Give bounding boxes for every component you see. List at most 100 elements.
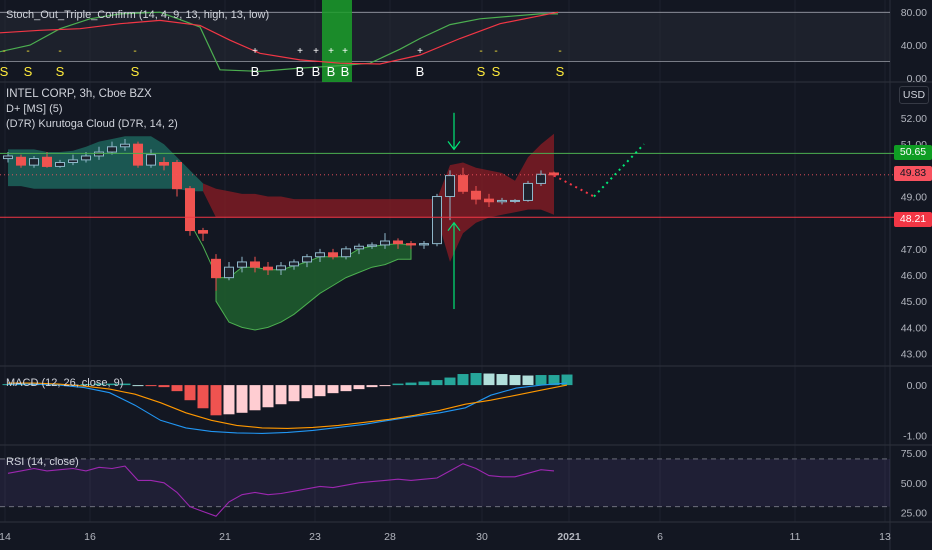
candle-body: [146, 154, 156, 166]
price-axis-tick: 44.00: [901, 322, 927, 334]
candles: [3, 138, 559, 291]
macd-axis-tick: -1.00: [903, 430, 927, 442]
candle-body: [393, 240, 403, 245]
candle-body: [172, 162, 182, 190]
price-axis-tick: 49.00: [901, 192, 927, 204]
candle-body: [367, 244, 377, 247]
macd-histogram-bar: [184, 385, 196, 401]
macd-line: [8, 382, 568, 434]
macd-histogram-bar: [93, 383, 105, 386]
macd-histogram-bar: [327, 385, 339, 394]
stoch-signal-mark: +: [252, 46, 258, 57]
candle-body: [263, 266, 273, 271]
time-axis-tick: 30: [476, 531, 488, 543]
currency-button[interactable]: USD: [899, 86, 929, 104]
stoch-series-line: [0, 11, 559, 65]
stoch-signal-label: S: [131, 64, 140, 79]
macd-histogram-bar: [470, 373, 482, 386]
macd-histogram-bar: [275, 385, 287, 405]
candle-body: [250, 261, 260, 268]
lower-line-tag: 48.21: [894, 212, 932, 227]
macd-histogram-bar: [340, 385, 352, 392]
macd-histogram-bar: [431, 380, 443, 386]
macd-histogram-bar: [119, 383, 131, 386]
candle-body: [497, 199, 507, 203]
candle-body: [198, 230, 208, 234]
candle-body: [94, 151, 104, 157]
candle-body: [185, 188, 195, 232]
macd-histogram-bar: [106, 383, 118, 386]
projection-down: [553, 174, 595, 198]
cloud-red-segment: [437, 133, 554, 262]
time-axis-tick: 13: [879, 531, 891, 543]
cloud-red-segment: [203, 183, 437, 218]
stoch-signal-label: B: [251, 64, 260, 79]
macd-histogram-bar: [444, 377, 456, 386]
candle-body: [29, 158, 39, 166]
macd-histogram-bar: [379, 385, 391, 387]
upper-line-tag: 50.65: [894, 145, 932, 160]
candle-body: [510, 199, 520, 202]
stoch-signal-mark: -: [479, 46, 482, 57]
stoch-signal-mark: -: [558, 46, 561, 57]
macd-histogram-bar: [80, 384, 92, 386]
candle-body: [458, 175, 468, 192]
price-overlays: [0, 112, 932, 310]
candle-body: [341, 248, 351, 258]
macd-histogram-bar: [405, 382, 417, 386]
time-axis-tick: 16: [84, 531, 96, 543]
candle-body: [302, 256, 312, 263]
rsi-axis-tick: 75.00: [901, 448, 927, 460]
candle-body: [16, 156, 26, 166]
macd-panel: [2, 373, 573, 434]
time-axis-tick: 28: [384, 531, 396, 543]
candle-body: [354, 245, 364, 250]
rsi-axis-tick: 25.00: [901, 508, 927, 520]
time-axis-tick: 11: [790, 531, 801, 543]
macd-histogram-bar: [171, 385, 183, 392]
candle-body: [107, 146, 117, 153]
macd-histogram-bar: [483, 373, 495, 386]
candle-body: [432, 196, 442, 245]
macd-histogram-bar: [548, 375, 560, 386]
macd-histogram-bar: [301, 385, 313, 399]
price-axis-tick: 52.00: [901, 113, 927, 125]
macd-histogram-bar: [496, 374, 508, 386]
macd-histogram-bar: [366, 385, 378, 388]
stoch-signal-mark: -: [26, 46, 29, 57]
macd-histogram-bar: [262, 385, 274, 408]
macd-axis-tick: 0.00: [907, 380, 928, 392]
cloud-teal-segment: [8, 136, 203, 192]
candle-body: [315, 252, 325, 258]
time-axis-tick: 6: [657, 531, 663, 543]
stoch-signal-mark: -: [494, 46, 497, 57]
time-axis-tick: 23: [309, 531, 321, 543]
candle-body: [120, 143, 130, 148]
stoch-signal-label: S: [56, 64, 65, 79]
macd-histogram-bar: [314, 385, 326, 397]
macd-histogram-bar: [236, 385, 248, 413]
macd-histogram-bar: [457, 374, 469, 386]
macd-histogram-bar: [158, 385, 170, 388]
candle-body: [3, 155, 13, 160]
macd-histogram-bar: [353, 385, 365, 390]
last-price-tag: 49.83: [894, 166, 932, 181]
stoch-signal-mark: +: [328, 46, 334, 57]
stoch-signal-label: S: [477, 64, 486, 79]
stoch-signal-mark: -: [2, 46, 5, 57]
stoch-signal-label: B: [416, 64, 425, 79]
candle-body: [68, 159, 78, 164]
stoch-highlight-zone: [322, 0, 352, 82]
price-axis-tick: 46.00: [901, 270, 927, 282]
stoch-signal-label: B: [312, 64, 321, 79]
candle-body: [159, 162, 169, 166]
macd-histogram-bar: [145, 385, 157, 387]
time-axis-tick: 21: [219, 531, 231, 543]
stoch-axis-tick: 0.00: [907, 73, 928, 85]
rsi-panel: [0, 458, 890, 517]
candle-body: [42, 156, 52, 167]
candle-body: [133, 143, 143, 166]
stoch-signal-mark: +: [342, 46, 348, 57]
